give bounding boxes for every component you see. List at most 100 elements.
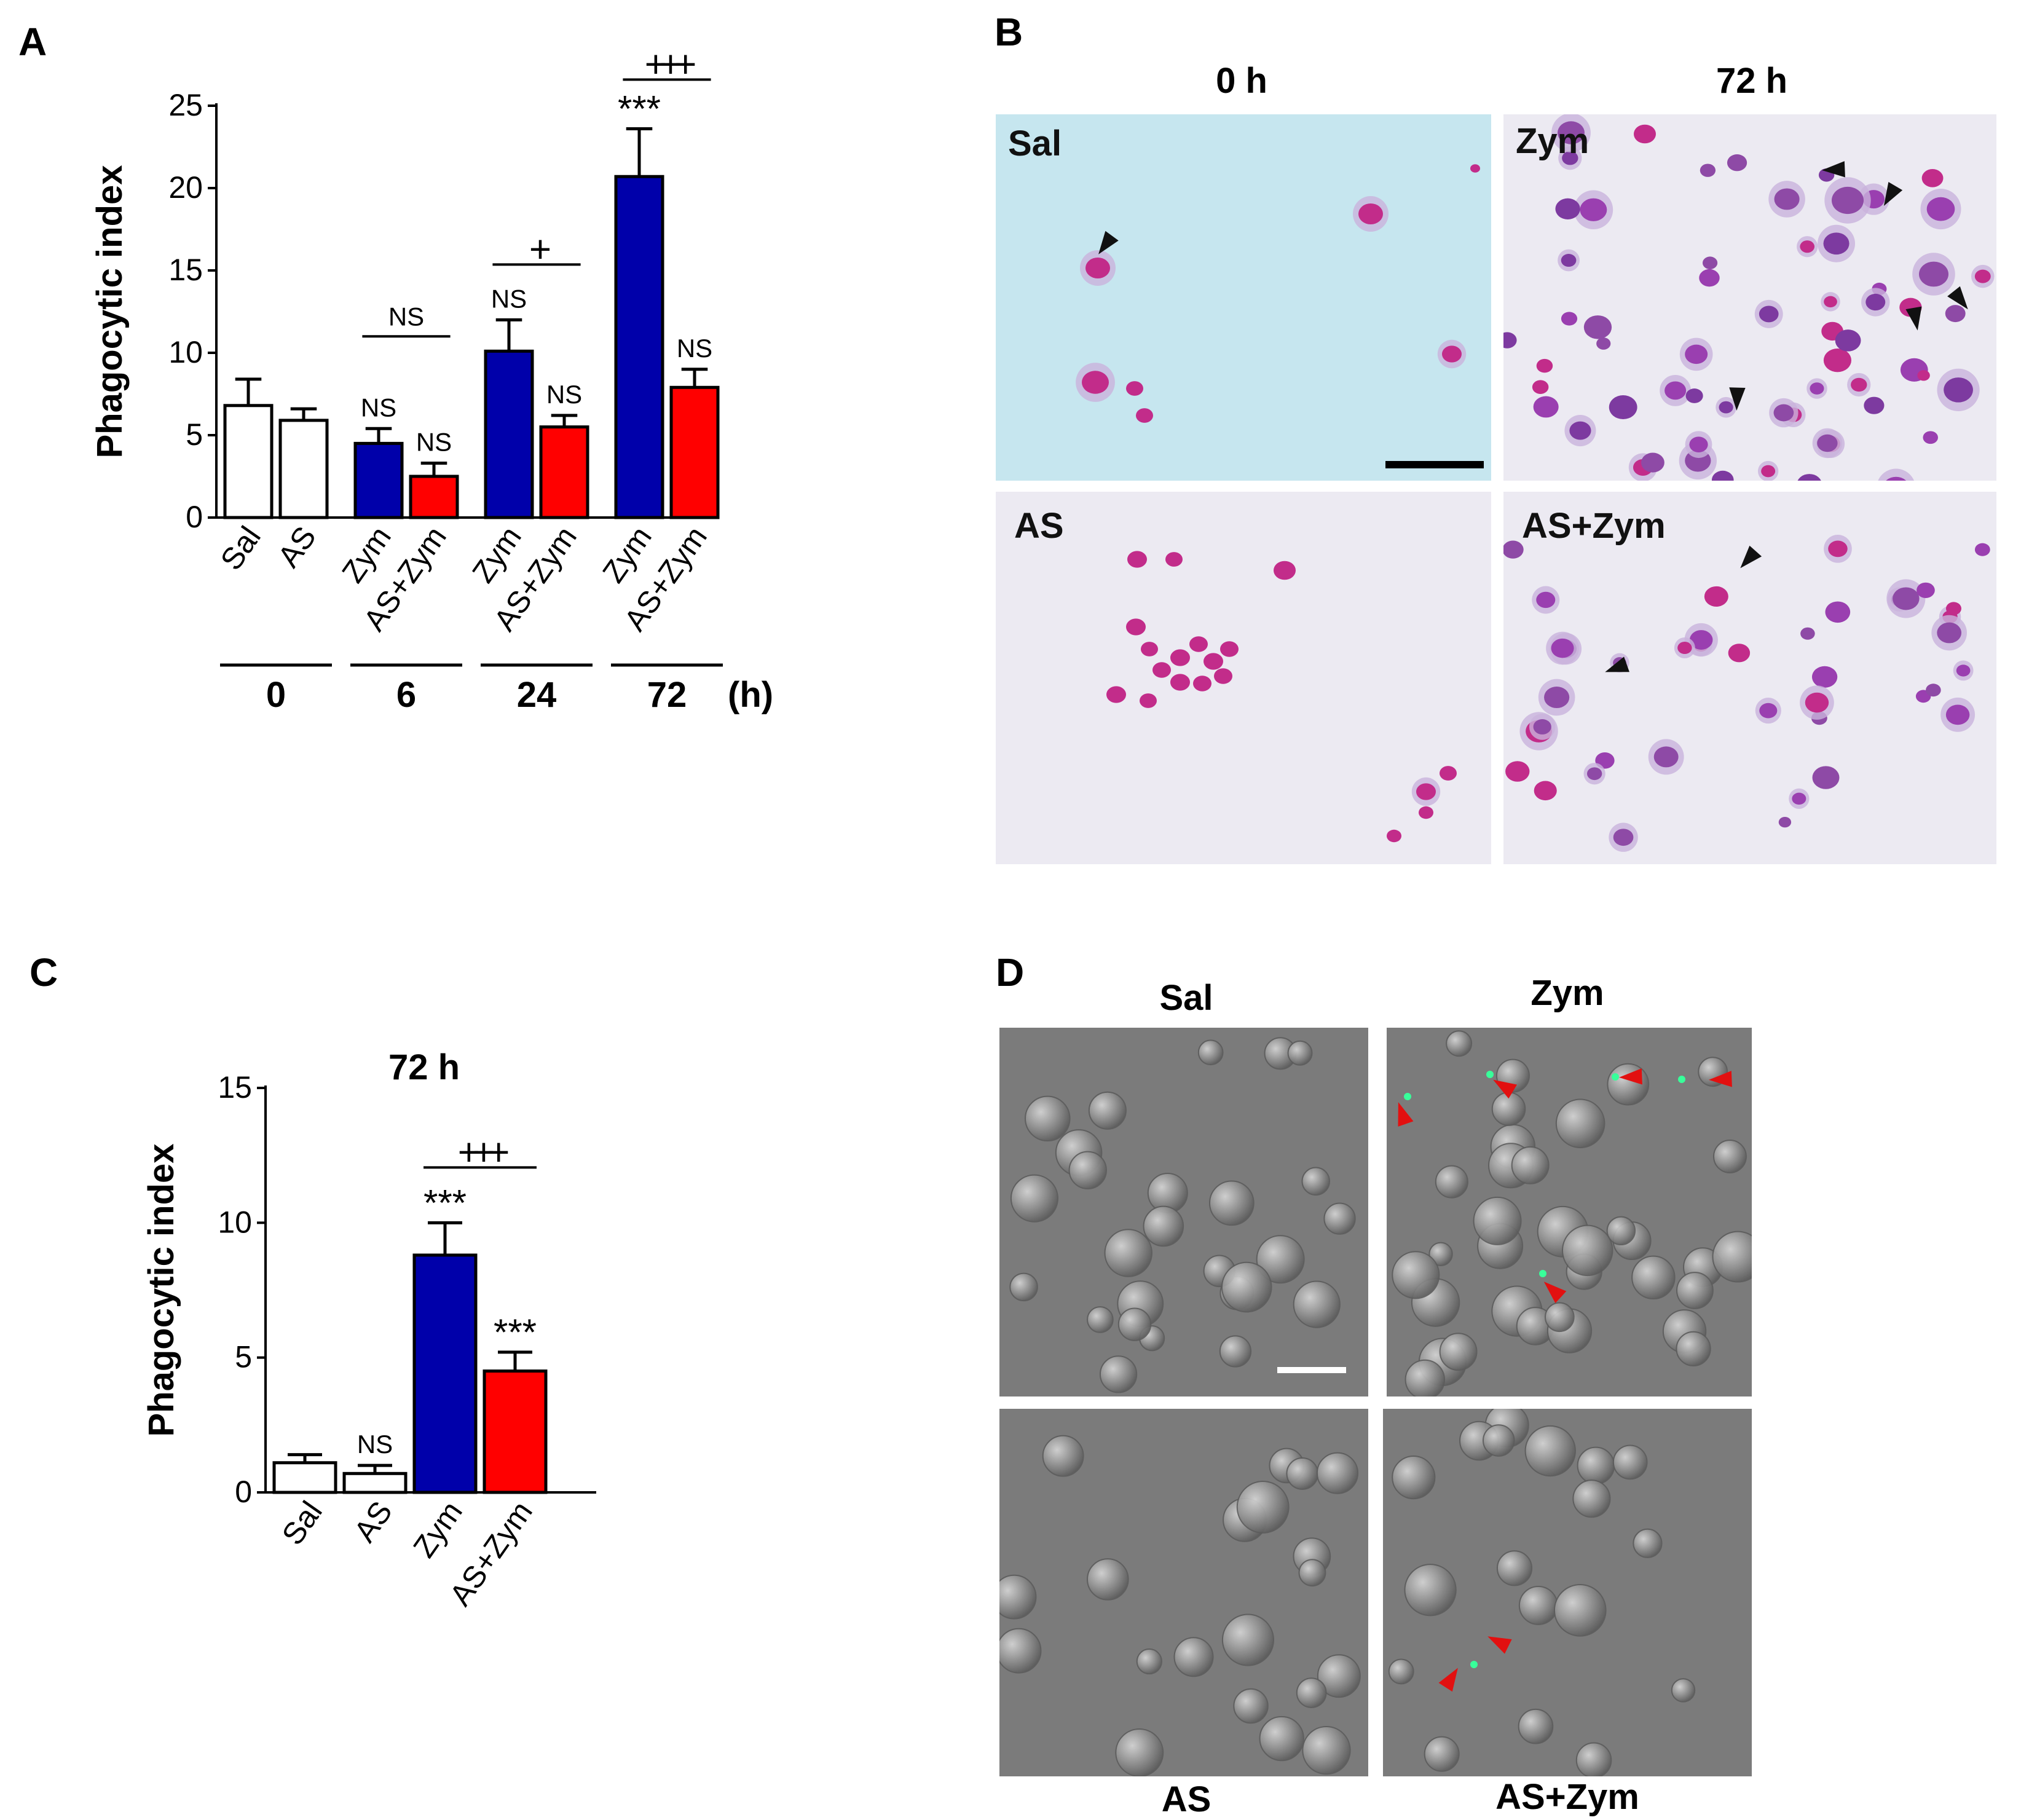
micrograph-b-sal-background xyxy=(996,114,1491,481)
micrograph-b-sal-cell-nucleus xyxy=(1442,345,1462,363)
micrograph-b-zym-cell-nucleus xyxy=(1700,163,1716,177)
dic-d-as-zym-cell xyxy=(1496,1550,1533,1586)
micrograph-b-zym-cell-nucleus xyxy=(1609,395,1637,420)
panel-letter-c: C xyxy=(30,950,58,995)
dic-d-sal-cell xyxy=(1009,1272,1038,1302)
chart-a-y-tick-label: 5 xyxy=(186,417,203,452)
micrograph-b-zym-cell-nucleus xyxy=(1702,256,1718,269)
micrograph-b-zym-cell-nucleus xyxy=(1917,370,1930,381)
micrograph-b-zym-cell-nucleus xyxy=(1596,337,1611,350)
dic-d-zym-cell xyxy=(1631,1255,1676,1300)
chart-c-category-label: Sal xyxy=(275,1495,329,1551)
dic-d-as-zym-cell xyxy=(1671,1678,1696,1703)
micrograph-b-zym-cell-nucleus xyxy=(1727,154,1747,171)
dic-d-as-zym-image xyxy=(1383,1409,1752,1776)
micrograph-b-as: AS xyxy=(996,492,1491,864)
dic-d-sal-cell xyxy=(1117,1307,1152,1341)
dic-d-zym-cell xyxy=(1435,1165,1468,1199)
micrograph-b-sal-arrowhead xyxy=(1098,230,1119,254)
chart-c-category-label: AS xyxy=(347,1495,399,1548)
micrograph-b-zym-cell-nucleus xyxy=(1865,293,1886,311)
dic-d-zym-cell xyxy=(1606,1216,1636,1246)
micrograph-b-zym-arrowhead xyxy=(1905,306,1922,331)
micrograph-b-as-zym-arrowhead xyxy=(1740,545,1762,569)
dic-d-zym-cell xyxy=(1712,1140,1747,1173)
micrograph-b-zym-cell-nucleus xyxy=(1583,315,1612,339)
micrograph-b-as-label: AS xyxy=(1014,506,1064,546)
chart-c-y-tick-label: 10 xyxy=(218,1205,252,1239)
micrograph-b-zym-cell-nucleus xyxy=(1558,121,1585,144)
dic-d-as-cell xyxy=(1259,1716,1304,1762)
micrograph-b-zym-cell-nucleus xyxy=(1761,465,1776,478)
micrograph-b-zym: Zym xyxy=(1503,114,1996,481)
micrograph-b-as-image xyxy=(996,492,1491,864)
micrograph-b-as-cell-nucleus xyxy=(1106,686,1126,703)
panel-d-label-sal: Sal xyxy=(1159,978,1213,1018)
micrograph-b-zym-cell-nucleus xyxy=(1810,382,1824,395)
micrograph-b-as-zym-cell-nucleus xyxy=(1945,602,1961,615)
chart-a-bar-annotation: NS xyxy=(361,393,396,422)
micrograph-b-zym-cell-nucleus xyxy=(1824,296,1837,308)
micrograph-b-zym-cell-nucleus xyxy=(1634,124,1656,144)
micrograph-b-zym-arrowhead xyxy=(1947,286,1968,310)
chart-a-bar xyxy=(669,385,720,519)
chart-c-y-tick-label: 15 xyxy=(218,1070,252,1105)
micrograph-b-zym-cell-nucleus xyxy=(1944,377,1973,403)
dic-d-as-zym-cell xyxy=(1572,1479,1611,1518)
dic-d-as-cell xyxy=(1042,1435,1084,1477)
micrograph-b-zym-cell-nucleus xyxy=(1555,198,1580,219)
dic-d-as-zym-cell xyxy=(1388,1658,1414,1685)
micrograph-b-zym-cell-nucleus xyxy=(1886,476,1907,481)
dic-d-zym-arrowhead xyxy=(1398,1102,1414,1127)
micrograph-b-as-zym-cell-nucleus xyxy=(1937,622,1962,644)
micrograph-b-as-cell-nucleus xyxy=(1419,806,1433,819)
dic-d-as-zym-cell xyxy=(1575,1742,1612,1776)
chart-a-bar-annotation: NS xyxy=(677,334,712,363)
micrograph-b-zym-cell-nucleus xyxy=(1945,305,1966,323)
dic-d-as-zym xyxy=(1383,1409,1752,1776)
dic-d-zym-cell xyxy=(1545,1302,1575,1333)
dic-d-as-zym-cell xyxy=(1524,1425,1576,1477)
dic-d-sal-cell xyxy=(1087,1306,1114,1333)
micrograph-b-zym-cell-nucleus xyxy=(1823,349,1851,372)
micrograph-b-as-zym-cell-nucleus xyxy=(1551,638,1574,658)
dic-d-sal-cell xyxy=(1197,1039,1224,1066)
micrograph-b-zym-cell-nucleus xyxy=(1719,401,1733,414)
chart-a-bar xyxy=(409,475,459,519)
micrograph-b-zym-cell-nucleus xyxy=(1562,151,1578,165)
chart-a-group-label: 24 xyxy=(517,675,557,715)
micrograph-b-sal-scale-bar xyxy=(1385,461,1484,468)
dic-d-as xyxy=(999,1409,1368,1776)
micrograph-b-sal-cell-nucleus xyxy=(1358,203,1383,224)
micrograph-b-as-cell-nucleus xyxy=(1140,693,1157,708)
panel-d-label-zym: Zym xyxy=(1531,973,1604,1013)
dic-d-sal xyxy=(999,1028,1368,1397)
micrograph-b-sal-cell-nucleus xyxy=(1082,371,1109,394)
chart-a-bar xyxy=(278,419,329,519)
micrograph-b-as-zym-cell-nucleus xyxy=(1778,816,1792,828)
micrograph-b-zym-cell-nucleus xyxy=(1832,186,1864,215)
micrograph-b-zym-cell-nucleus xyxy=(1569,421,1591,440)
micrograph-b-zym-arrowhead xyxy=(1822,161,1845,178)
panel-letter-b: B xyxy=(995,10,1023,54)
micrograph-b-as-zym-cell-nucleus xyxy=(1956,664,1971,677)
micrograph-b-as-cell-nucleus xyxy=(1274,561,1296,580)
micrograph-b-zym-cell-nucleus xyxy=(1921,168,1944,187)
micrograph-b-as-cell-nucleus xyxy=(1141,642,1158,656)
dic-d-as-cell xyxy=(1236,1481,1290,1534)
chart-c-bar xyxy=(342,1471,408,1494)
dic-d-as-cell xyxy=(1221,1613,1275,1666)
micrograph-b-as-zym-label: AS+Zym xyxy=(1522,506,1666,546)
dic-d-zym-cell xyxy=(1392,1251,1440,1299)
micrograph-b-as-zym-cell-nucleus xyxy=(1893,587,1920,610)
micrograph-b-as-cell-nucleus xyxy=(1214,668,1232,684)
micrograph-b-as-zym-cell-nucleus xyxy=(1544,687,1570,709)
micrograph-b-zym-cell-nucleus xyxy=(1664,381,1687,400)
panel-b-header-0h: 0 h xyxy=(1216,61,1267,101)
micrograph-b-as-zym-cell-nucleus xyxy=(1533,719,1551,735)
chart-a-group-label: 72 xyxy=(647,675,687,715)
dic-d-as-zym-cell xyxy=(1577,1446,1615,1485)
dic-d-sal-cell xyxy=(1301,1167,1331,1196)
dic-d-zym-cell xyxy=(1607,1063,1650,1106)
